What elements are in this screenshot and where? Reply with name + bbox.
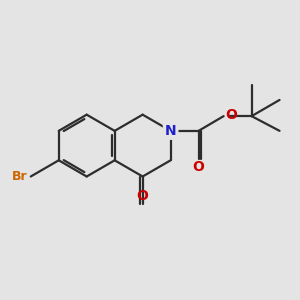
Text: O: O	[225, 108, 237, 122]
Text: N: N	[165, 124, 176, 138]
Text: O: O	[193, 160, 205, 174]
Text: Br: Br	[12, 170, 27, 183]
Text: O: O	[137, 189, 148, 203]
